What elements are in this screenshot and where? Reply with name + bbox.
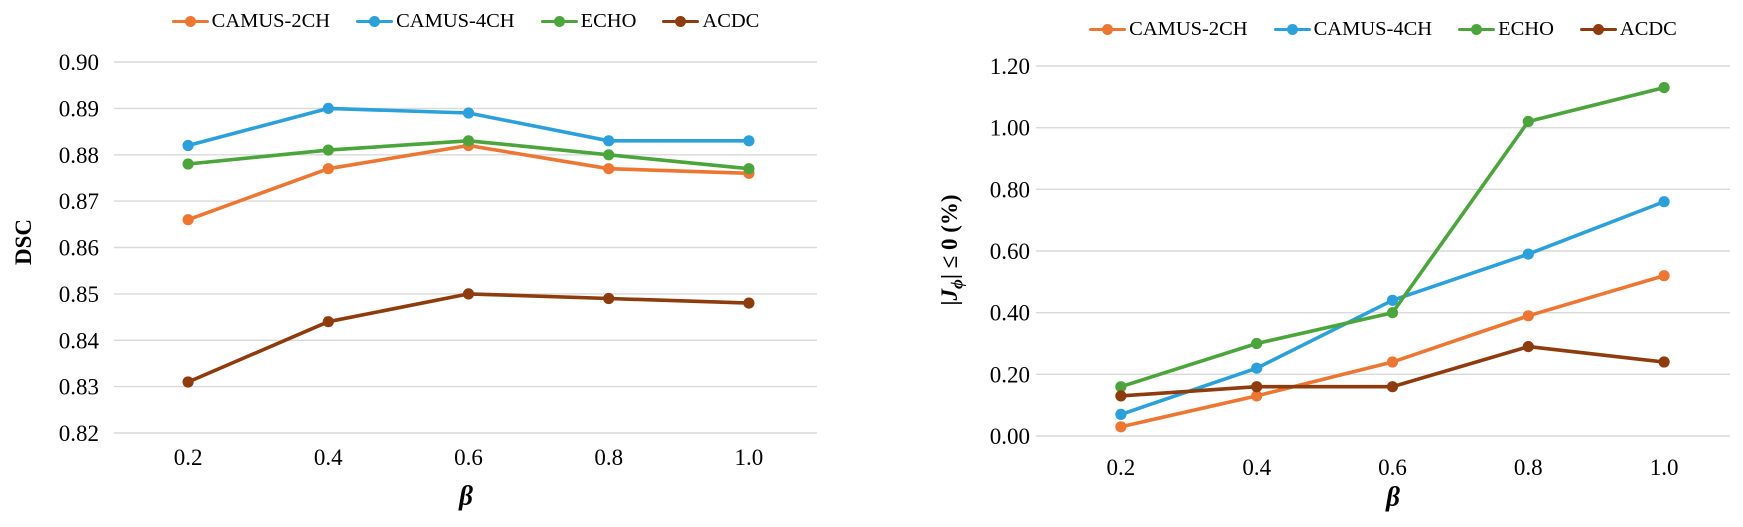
svg-text:0.85: 0.85 <box>59 282 99 307</box>
svg-text:0.8: 0.8 <box>594 445 623 470</box>
svg-text:0.40: 0.40 <box>990 301 1030 326</box>
legend-label: ECHO <box>580 10 637 32</box>
line-marker-icon <box>1273 23 1311 36</box>
svg-text:0.4: 0.4 <box>314 445 343 470</box>
legend-item-echo: ECHO <box>1458 19 1554 40</box>
legend-item-camus-4ch: CAMUS-4CH <box>1273 18 1433 40</box>
svg-text:0.20: 0.20 <box>990 362 1030 387</box>
svg-text:0.88: 0.88 <box>59 143 99 168</box>
line-marker-icon <box>1458 23 1496 36</box>
dsc-plot-area: 0.90 0.89 0.88 0.87 0.86 0.85 0.84 0.83 0.82 0.2 0… <box>59 50 817 470</box>
line-marker-icon <box>1579 23 1617 36</box>
legend-label: CAMUS-4CH <box>396 10 515 32</box>
jacobian-chart-legend: CAMUS-2CH CAMUS-4CH ECHO ACDC <box>1036 19 1730 40</box>
svg-text:0.84: 0.84 <box>59 328 100 353</box>
line-marker-icon <box>356 15 394 28</box>
svg-text:0.6: 0.6 <box>454 445 483 470</box>
svg-text:1.00: 1.00 <box>990 116 1030 141</box>
phi-subscript: ϕ <box>947 279 967 290</box>
svg-text:0.82: 0.82 <box>59 421 99 446</box>
svg-text:1.0: 1.0 <box>735 445 764 470</box>
svg-text:0.83: 0.83 <box>59 375 99 400</box>
svg-text:0.2: 0.2 <box>1107 455 1136 480</box>
svg-text:0.90: 0.90 <box>59 50 99 75</box>
svg-text:0.89: 0.89 <box>59 96 99 121</box>
svg-text:0.2: 0.2 <box>174 445 203 470</box>
line-marker-icon <box>171 15 209 28</box>
legend-item-echo: ECHO <box>540 10 637 32</box>
line-marker-icon <box>662 15 700 28</box>
x-axis-title: β <box>459 480 473 511</box>
svg-text:0.6: 0.6 <box>1378 455 1407 480</box>
x-axis-title: β <box>1386 481 1400 512</box>
y-axis-title: |Jϕ| ≤ 0 (%) <box>937 194 967 306</box>
svg-text:0.8: 0.8 <box>1514 455 1543 480</box>
svg-text:0.4: 0.4 <box>1242 455 1271 480</box>
legend-label: CAMUS-2CH <box>1129 18 1248 40</box>
legend-item-camus-2ch: CAMUS-2CH <box>171 10 331 32</box>
y-axis-title: DSC <box>11 218 36 266</box>
svg-text:0.87: 0.87 <box>59 189 99 214</box>
svg-text:0.00: 0.00 <box>990 424 1030 449</box>
svg-text:0.86: 0.86 <box>59 236 99 261</box>
jacobian-symbol: J <box>937 289 962 301</box>
legend-label: ECHO <box>1498 18 1554 40</box>
legend-item-acdc: ACDC <box>662 11 759 32</box>
line-marker-icon <box>540 15 578 28</box>
svg-text:0.80: 0.80 <box>990 177 1030 202</box>
svg-text:1.0: 1.0 <box>1650 455 1679 480</box>
jacobian-chart-panel: CAMUS-2CH CAMUS-4CH ECHO ACDC |Jϕ| ≤ 0 (… <box>872 0 1743 527</box>
line-marker-icon <box>1089 23 1127 36</box>
legend-item-acdc: ACDC <box>1579 18 1677 40</box>
dsc-chart-legend: CAMUS-2CH CAMUS-4CH ECHO ACDC <box>114 11 817 32</box>
legend-label: CAMUS-2CH <box>211 10 331 32</box>
legend-label: ACDC <box>702 10 760 32</box>
legend-item-camus-4ch: CAMUS-4CH <box>356 10 515 32</box>
legend-item-camus-2ch: CAMUS-2CH <box>1089 18 1248 40</box>
jacobian-plot-area: 1.20 1.00 0.80 0.60 0.40 0.20 0.00 0.2 0.4 0.6 0.8… <box>990 54 1730 480</box>
svg-text:1.20: 1.20 <box>990 54 1030 79</box>
legend-label: ACDC <box>1619 18 1677 40</box>
svg-text:0.60: 0.60 <box>990 239 1030 264</box>
legend-label: CAMUS-4CH <box>1313 18 1433 40</box>
dsc-chart-panel: CAMUS-2CH CAMUS-4CH ECHO ACDC DSC 0.90 0.… <box>0 0 871 527</box>
